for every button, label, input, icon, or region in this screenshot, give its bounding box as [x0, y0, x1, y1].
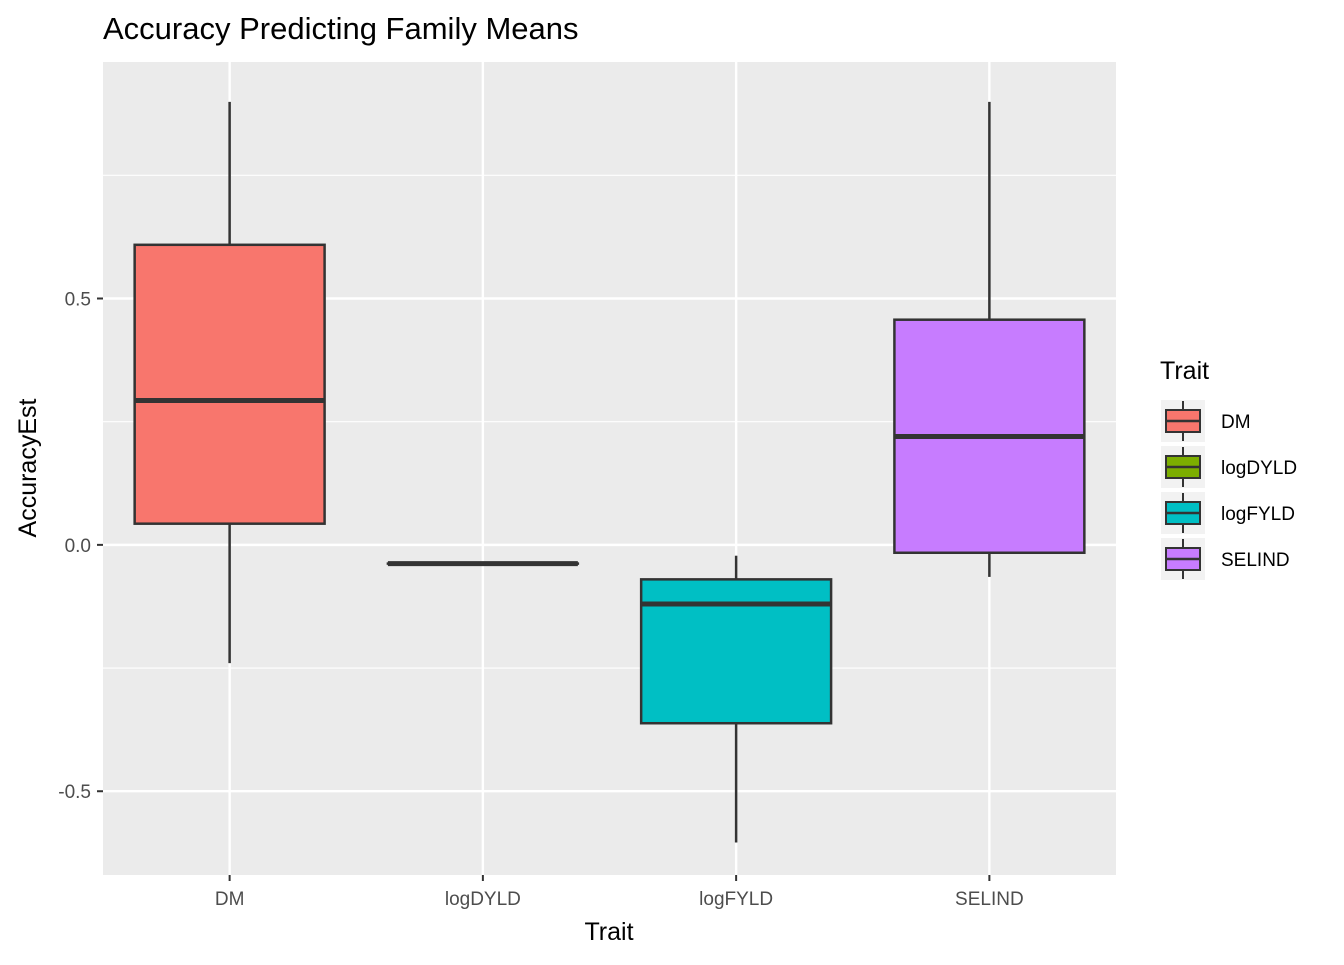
- x-tick-label: logDYLD: [445, 889, 521, 910]
- legend-label: logFYLD: [1221, 504, 1295, 525]
- x-tick-label: logFYLD: [699, 889, 773, 910]
- chart-title: Accuracy Predicting Family Means: [103, 11, 579, 46]
- y-tick-label: 0.0: [65, 536, 91, 557]
- x-tick-label: DM: [215, 889, 245, 910]
- legend-label: SELIND: [1221, 550, 1290, 571]
- x-axis-title: Trait: [584, 918, 633, 946]
- y-axis: -0.5 0.0 0.5: [58, 290, 103, 804]
- x-axis: DM logDYLD logFYLD SELIND: [215, 875, 1024, 910]
- legend-title: Trait: [1160, 357, 1209, 385]
- legend-label: DM: [1221, 412, 1251, 433]
- x-tick-label: SELIND: [955, 889, 1024, 910]
- legend-label: logDYLD: [1221, 458, 1297, 479]
- legend: Trait DM logDYLD logFYLD SELIND: [1160, 357, 1297, 580]
- box-body: [135, 245, 325, 524]
- legend-entry-logDYLD: logDYLD: [1161, 446, 1297, 488]
- y-tick-label: 0.5: [65, 290, 91, 311]
- legend-entry-SELIND: SELIND: [1161, 538, 1290, 580]
- y-axis-title: AccuracyEst: [14, 398, 42, 537]
- legend-entry-logFYLD: logFYLD: [1161, 492, 1295, 534]
- box-body: [641, 579, 831, 723]
- legend-entry-DM: DM: [1161, 400, 1251, 442]
- y-tick-label: -0.5: [58, 782, 91, 803]
